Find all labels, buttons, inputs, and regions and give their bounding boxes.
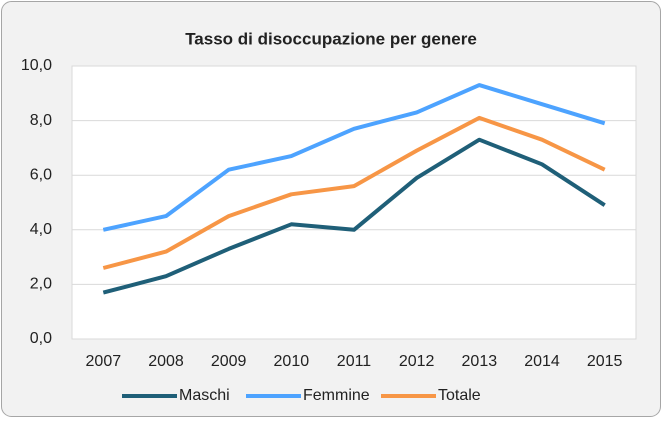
y-tick-label: 4,0 [30, 221, 52, 238]
x-tick-label: 2007 [86, 353, 122, 370]
series-line [102, 83, 606, 232]
x-tick-label: 2011 [337, 353, 372, 370]
chart-title: Tasso di disoccupazione per genere [185, 29, 477, 48]
series-line [102, 115, 606, 270]
x-tick-label: 2012 [399, 353, 435, 370]
legend-label: Totale [438, 387, 481, 404]
y-tick-label: 0,0 [30, 330, 52, 347]
y-tick-label: 8,0 [30, 112, 52, 129]
x-tick-label: 2010 [274, 353, 310, 370]
legend-label: Maschi [179, 387, 230, 404]
legend-label: Femmine [303, 387, 370, 404]
x-tick-label: 2009 [211, 353, 247, 370]
y-tick-label: 6,0 [30, 166, 52, 183]
y-tick-label: 10,0 [21, 57, 52, 74]
x-tick-label: 2008 [148, 353, 184, 370]
x-tick-label: 2014 [524, 353, 560, 370]
series-line [102, 137, 606, 295]
x-tick-label: 2015 [587, 353, 623, 370]
x-tick-label: 2013 [462, 353, 498, 370]
plot-area [71, 65, 637, 340]
y-tick-label: 2,0 [30, 276, 52, 293]
